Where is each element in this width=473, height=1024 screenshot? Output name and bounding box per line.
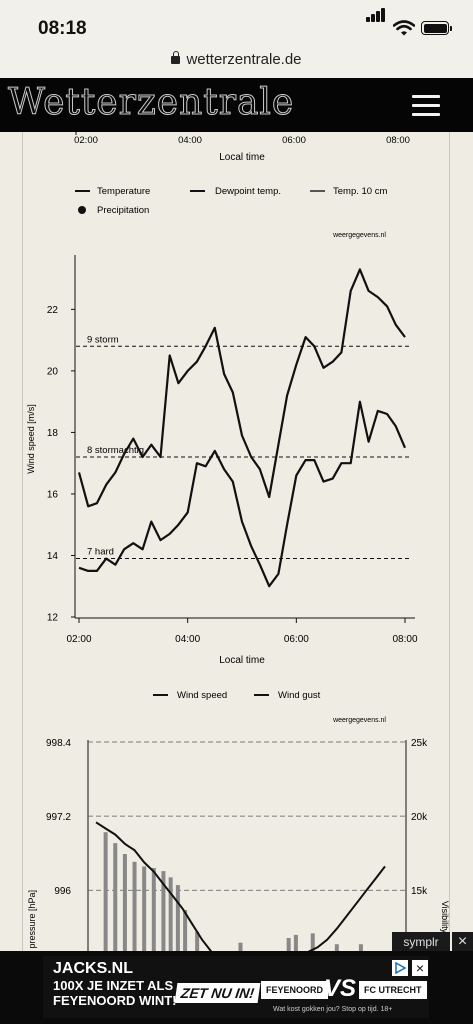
source-label-1: weergegevens.nl	[332, 232, 386, 239]
top-tick-1: 04:00	[178, 135, 202, 146]
wind-x-axis-label: Local time	[219, 655, 265, 666]
ad-headline-line-1: 100X JE INZET ALS	[53, 978, 174, 993]
visibility-bar	[334, 944, 339, 952]
visibility-bar	[238, 942, 243, 952]
weather-charts-svg: 02:00 04:00 06:00 08:00 Local time Tempe…	[26, 132, 450, 952]
wind-x-tick-3: 08:00	[392, 634, 417, 645]
visibility-y-axis-label: Visibility	[440, 901, 450, 934]
ad-cta-button[interactable]: ZET NU IN!	[174, 983, 261, 1003]
wind-y-tick-5: 22	[47, 305, 59, 316]
wind-y-tick-0: 12	[47, 613, 59, 624]
wind-y-tick-3: 18	[47, 428, 59, 439]
ad-network-badge[interactable]: symplr	[392, 932, 450, 952]
visibility-bar	[151, 868, 156, 952]
top-axis: 02:00 04:00 06:00 08:00 Local time	[74, 132, 410, 163]
visibility-y-tick-2: 15k	[411, 886, 428, 897]
wind-y-tick-2: 16	[47, 489, 59, 500]
lock-icon	[171, 51, 181, 64]
ad-headline-line-2: FEYENOORD WINT!	[53, 993, 177, 1008]
visibility-bar	[113, 843, 118, 952]
legend-label-dewpoint[interactable]: Dewpoint temp.	[215, 186, 281, 197]
charts-panel: 02:00 04:00 06:00 08:00 Local time Tempe…	[22, 132, 450, 952]
url-text[interactable]: wetterzentrale.de	[0, 51, 473, 68]
ad-team-home: FEYENOORD	[261, 981, 329, 999]
visibility-bar	[175, 885, 180, 952]
wind-x-tick-0: 02:00	[66, 634, 91, 645]
legend-swatch-precipitation	[78, 206, 86, 214]
wifi-icon	[393, 20, 415, 36]
visibility-y-tick-1: 20k	[411, 812, 428, 823]
visibility-bar	[310, 933, 315, 952]
pressure-y-axis-label: r pressure [hPa]	[27, 890, 37, 952]
top-axis-label: Local time	[219, 152, 265, 163]
threshold-label-0: 9 storm	[87, 334, 119, 345]
pressure-y-tick-0: 998.4	[46, 738, 71, 749]
legend-label-precipitation[interactable]: Precipitation	[97, 205, 149, 216]
visibility-bar	[286, 938, 291, 952]
source-label-2: weergegevens.nl	[332, 717, 386, 724]
visibility-bar	[132, 861, 137, 952]
battery-icon	[421, 21, 452, 35]
visibility-bar	[142, 866, 147, 952]
site-header: Wetterzentrale	[0, 78, 473, 132]
ad-close-icon[interactable]: ×	[412, 960, 428, 976]
legend-wind: Wind speed Wind gust weergegevens.nl	[153, 690, 386, 724]
hamburger-menu-icon[interactable]	[412, 95, 442, 117]
wind-y-tick-1: 14	[47, 551, 59, 562]
wind-y-tick-4: 20	[47, 366, 59, 377]
top-tick-3: 08:00	[386, 135, 410, 146]
visibility-bar	[161, 871, 166, 952]
ad-choices-icon[interactable]	[392, 960, 408, 976]
visibility-bar	[358, 944, 363, 952]
visibility-bar	[168, 877, 173, 952]
series-line-wind-gust	[77, 268, 406, 508]
wind-x-tick-2: 06:00	[284, 634, 309, 645]
ad-banner[interactable]: JACKS.NL 100X JE INZET ALS FEYENOORD WIN…	[43, 956, 429, 1018]
legend-temperature: Temperature Dewpoint temp. Temp. 10 cm P…	[75, 186, 387, 239]
legend-label-temp10cm[interactable]: Temp. 10 cm	[333, 186, 387, 197]
legend-label-windgust[interactable]: Wind gust	[278, 690, 321, 701]
visibility-y-tick-0: 25k	[411, 738, 428, 749]
threshold-label-2: 7 hard	[87, 547, 114, 558]
wind-y-axis-label: Wind speed [m/s]	[26, 404, 36, 474]
visibility-bar	[293, 934, 298, 952]
ad-team-away: FC UTRECHT	[359, 981, 427, 999]
legend-label-temperature[interactable]: Temperature	[97, 186, 150, 197]
wind-speed-chart: 12 14 16 18 20 22 02:00 04:00 06:00 08:00 9 stor…	[26, 255, 418, 666]
ad-vs: VS	[324, 975, 357, 1002]
top-tick-2: 06:00	[282, 135, 306, 146]
status-time: 08:18	[38, 18, 87, 39]
visibility-bar	[183, 910, 188, 952]
legend-label-windspeed[interactable]: Wind speed	[177, 690, 227, 701]
series-line-wind-speed	[78, 400, 407, 588]
address-bar[interactable]: wetterzentrale.de	[0, 44, 473, 78]
pressure-y-tick-2: 996	[54, 886, 71, 897]
threshold-label-1: 8 stormachtig	[87, 445, 144, 456]
ad-brand[interactable]: JACKS.NL	[53, 960, 134, 977]
ad-headline[interactable]: 100X JE INZET ALS FEYENOORD WINT!	[53, 978, 183, 1008]
top-tick-0: 02:00	[74, 135, 98, 146]
pressure-y-tick-1: 997.2	[46, 812, 71, 823]
wind-x-tick-1: 04:00	[175, 634, 200, 645]
visibility-line	[307, 865, 386, 952]
pressure-line	[95, 821, 213, 952]
site-logo[interactable]: Wetterzentrale	[7, 82, 295, 124]
status-bar: 08:18	[0, 0, 473, 44]
ad-disclaimer: Wat kost gokken jou? Stop op tijd. 18+	[273, 1006, 393, 1013]
visibility-bar	[195, 931, 200, 952]
visibility-bar	[103, 832, 108, 952]
visibility-bar	[122, 854, 127, 952]
ad-network-close-icon[interactable]: ×	[452, 932, 473, 952]
